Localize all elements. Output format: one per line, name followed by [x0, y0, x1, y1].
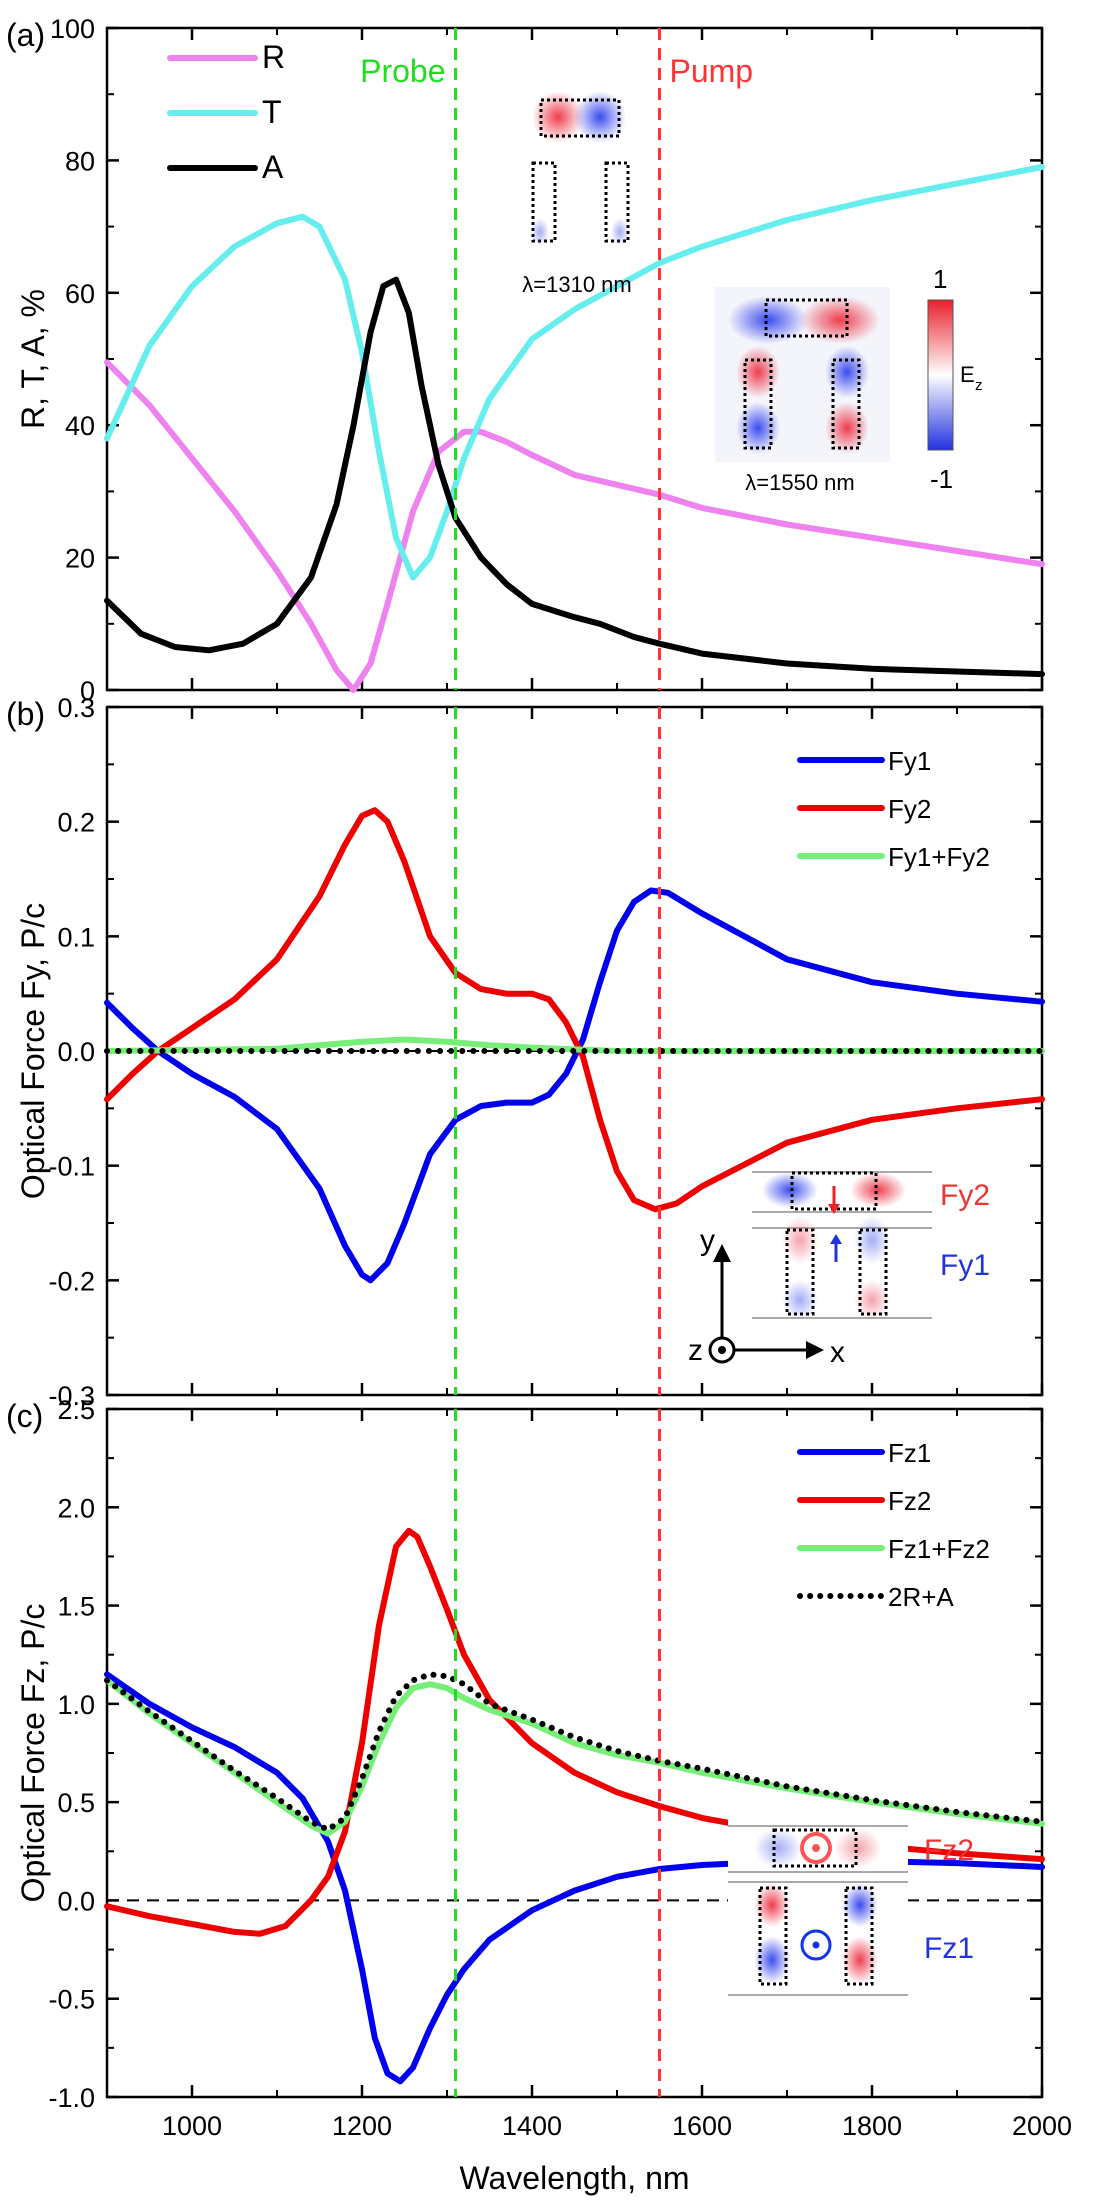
axes-triad-icon [708, 1244, 824, 1364]
y-tick-label: 0.0 [57, 1886, 95, 1916]
series-line-a [104, 276, 1045, 678]
x-tick-label: 1800 [842, 2111, 902, 2141]
inset-fy-diagram [752, 1165, 932, 1325]
y-tick-label: -0.5 [48, 1985, 95, 2015]
inset-force-label: Fy2 [940, 1179, 990, 1212]
series-line-fz1 [104, 1671, 1045, 2085]
y-axis-label: Optical Force Fy, P/c [15, 903, 51, 1199]
inset-force-label: Fy1 [940, 1249, 990, 1282]
y-axis-label: Optical Force Fz, P/c [15, 1604, 51, 1903]
y-tick-label: 40 [65, 411, 95, 441]
colorbar-max-label: 1 [933, 264, 947, 294]
legend-label: R [262, 39, 285, 75]
legend-label: A [262, 149, 284, 185]
legend-label: Fz1+Fz2 [888, 1534, 990, 1564]
panel-c: -1.0 -0.5 0.0 0.5 1.0 1.5 2.0 2.5 1000 1200 1400 16… [6, 1395, 1072, 2196]
y-tick-label: -0.3 [48, 1381, 95, 1411]
panel-b: -0.3 -0.2 -0.1 0.0 0.1 0.2 0.3 Optical Force Fy… [6, 693, 1045, 1411]
inset-force-label: Fz1 [924, 1932, 974, 1965]
inset-wavelength-label: λ=1550 nm [745, 470, 854, 495]
inset-force-label: Fz2 [924, 1834, 974, 1867]
y-tick-label: 1.0 [57, 1690, 95, 1720]
series-line-fz1-fz2 [104, 1677, 1045, 1837]
x-tick-label: 1600 [672, 2111, 732, 2141]
y-axis-label: R, T, A, % [15, 289, 51, 429]
y-tick-label: 100 [50, 14, 95, 44]
legend-label: Fz2 [888, 1486, 931, 1516]
y-tick-label: 0 [80, 676, 95, 706]
x-axis-label: Wavelength, nm [459, 2160, 689, 2196]
y-tick-label: 0.3 [57, 693, 95, 723]
colorbar-ez [927, 299, 954, 451]
y-tick-label: 0.1 [57, 922, 95, 952]
x-tick-label: 1000 [162, 2111, 222, 2141]
panel-label: (a) [6, 17, 45, 53]
axis-triad-label: z [688, 1334, 703, 1367]
legend-label: Fy1+Fy2 [888, 842, 990, 872]
inset-field-map-1550 [715, 287, 890, 462]
y-tick-label: 0.0 [57, 1037, 95, 1067]
vline-label: Probe [360, 53, 445, 89]
colorbar-field-subscript: z [975, 377, 983, 394]
y-tick-label: -1.0 [48, 2083, 95, 2113]
panel-label: (b) [6, 696, 45, 732]
series-line-fy2 [104, 807, 1045, 1213]
y-tick-label: -0.2 [48, 1266, 95, 1296]
panel-a: 0 20 40 60 80 100 R, T, A, % (a) RTA Probe Pump λ=1… [6, 14, 1045, 706]
legend-label: Fy2 [888, 794, 931, 824]
x-tick-label: 1400 [502, 2111, 562, 2141]
legend-label: T [262, 94, 282, 130]
y-tick-label: 20 [65, 544, 95, 574]
y-tick-label: 60 [65, 279, 95, 309]
legend-label: Fy1 [888, 746, 931, 776]
series-line-t [104, 164, 1045, 581]
axis-triad-label: x [830, 1336, 845, 1369]
y-tick-label: 0.2 [57, 808, 95, 838]
inset-wavelength-label: λ=1310 nm [522, 272, 631, 297]
panel-label: (c) [6, 1398, 43, 1434]
vline-label: Pump [670, 53, 754, 89]
y-tick-label: 0.5 [57, 1788, 95, 1818]
y-tick-label: 1.5 [57, 1592, 95, 1622]
y-tick-label: 80 [65, 146, 95, 176]
series-line-fy1-fy2 [104, 1036, 1045, 1054]
x-tick-label: 2000 [1012, 2111, 1072, 2141]
inset-fz-diagram [728, 1820, 908, 2000]
series-line-fz2 [104, 1527, 1045, 1937]
legend-label: 2R+A [888, 1582, 954, 1612]
series-line-fy1 [104, 887, 1045, 1284]
series-line-r [104, 359, 1045, 693]
legend-label: Fz1 [888, 1438, 931, 1468]
colorbar-field-label: E [960, 362, 975, 387]
y-tick-label: -0.1 [48, 1152, 95, 1182]
y-tick-label: 2.5 [57, 1395, 95, 1425]
colorbar-min-label: -1 [930, 464, 953, 494]
axis-triad-label: y [700, 1224, 715, 1257]
inset-field-map-1310 [525, 82, 630, 246]
x-tick-label: 1200 [332, 2111, 392, 2141]
y-tick-label: 2.0 [57, 1493, 95, 1523]
